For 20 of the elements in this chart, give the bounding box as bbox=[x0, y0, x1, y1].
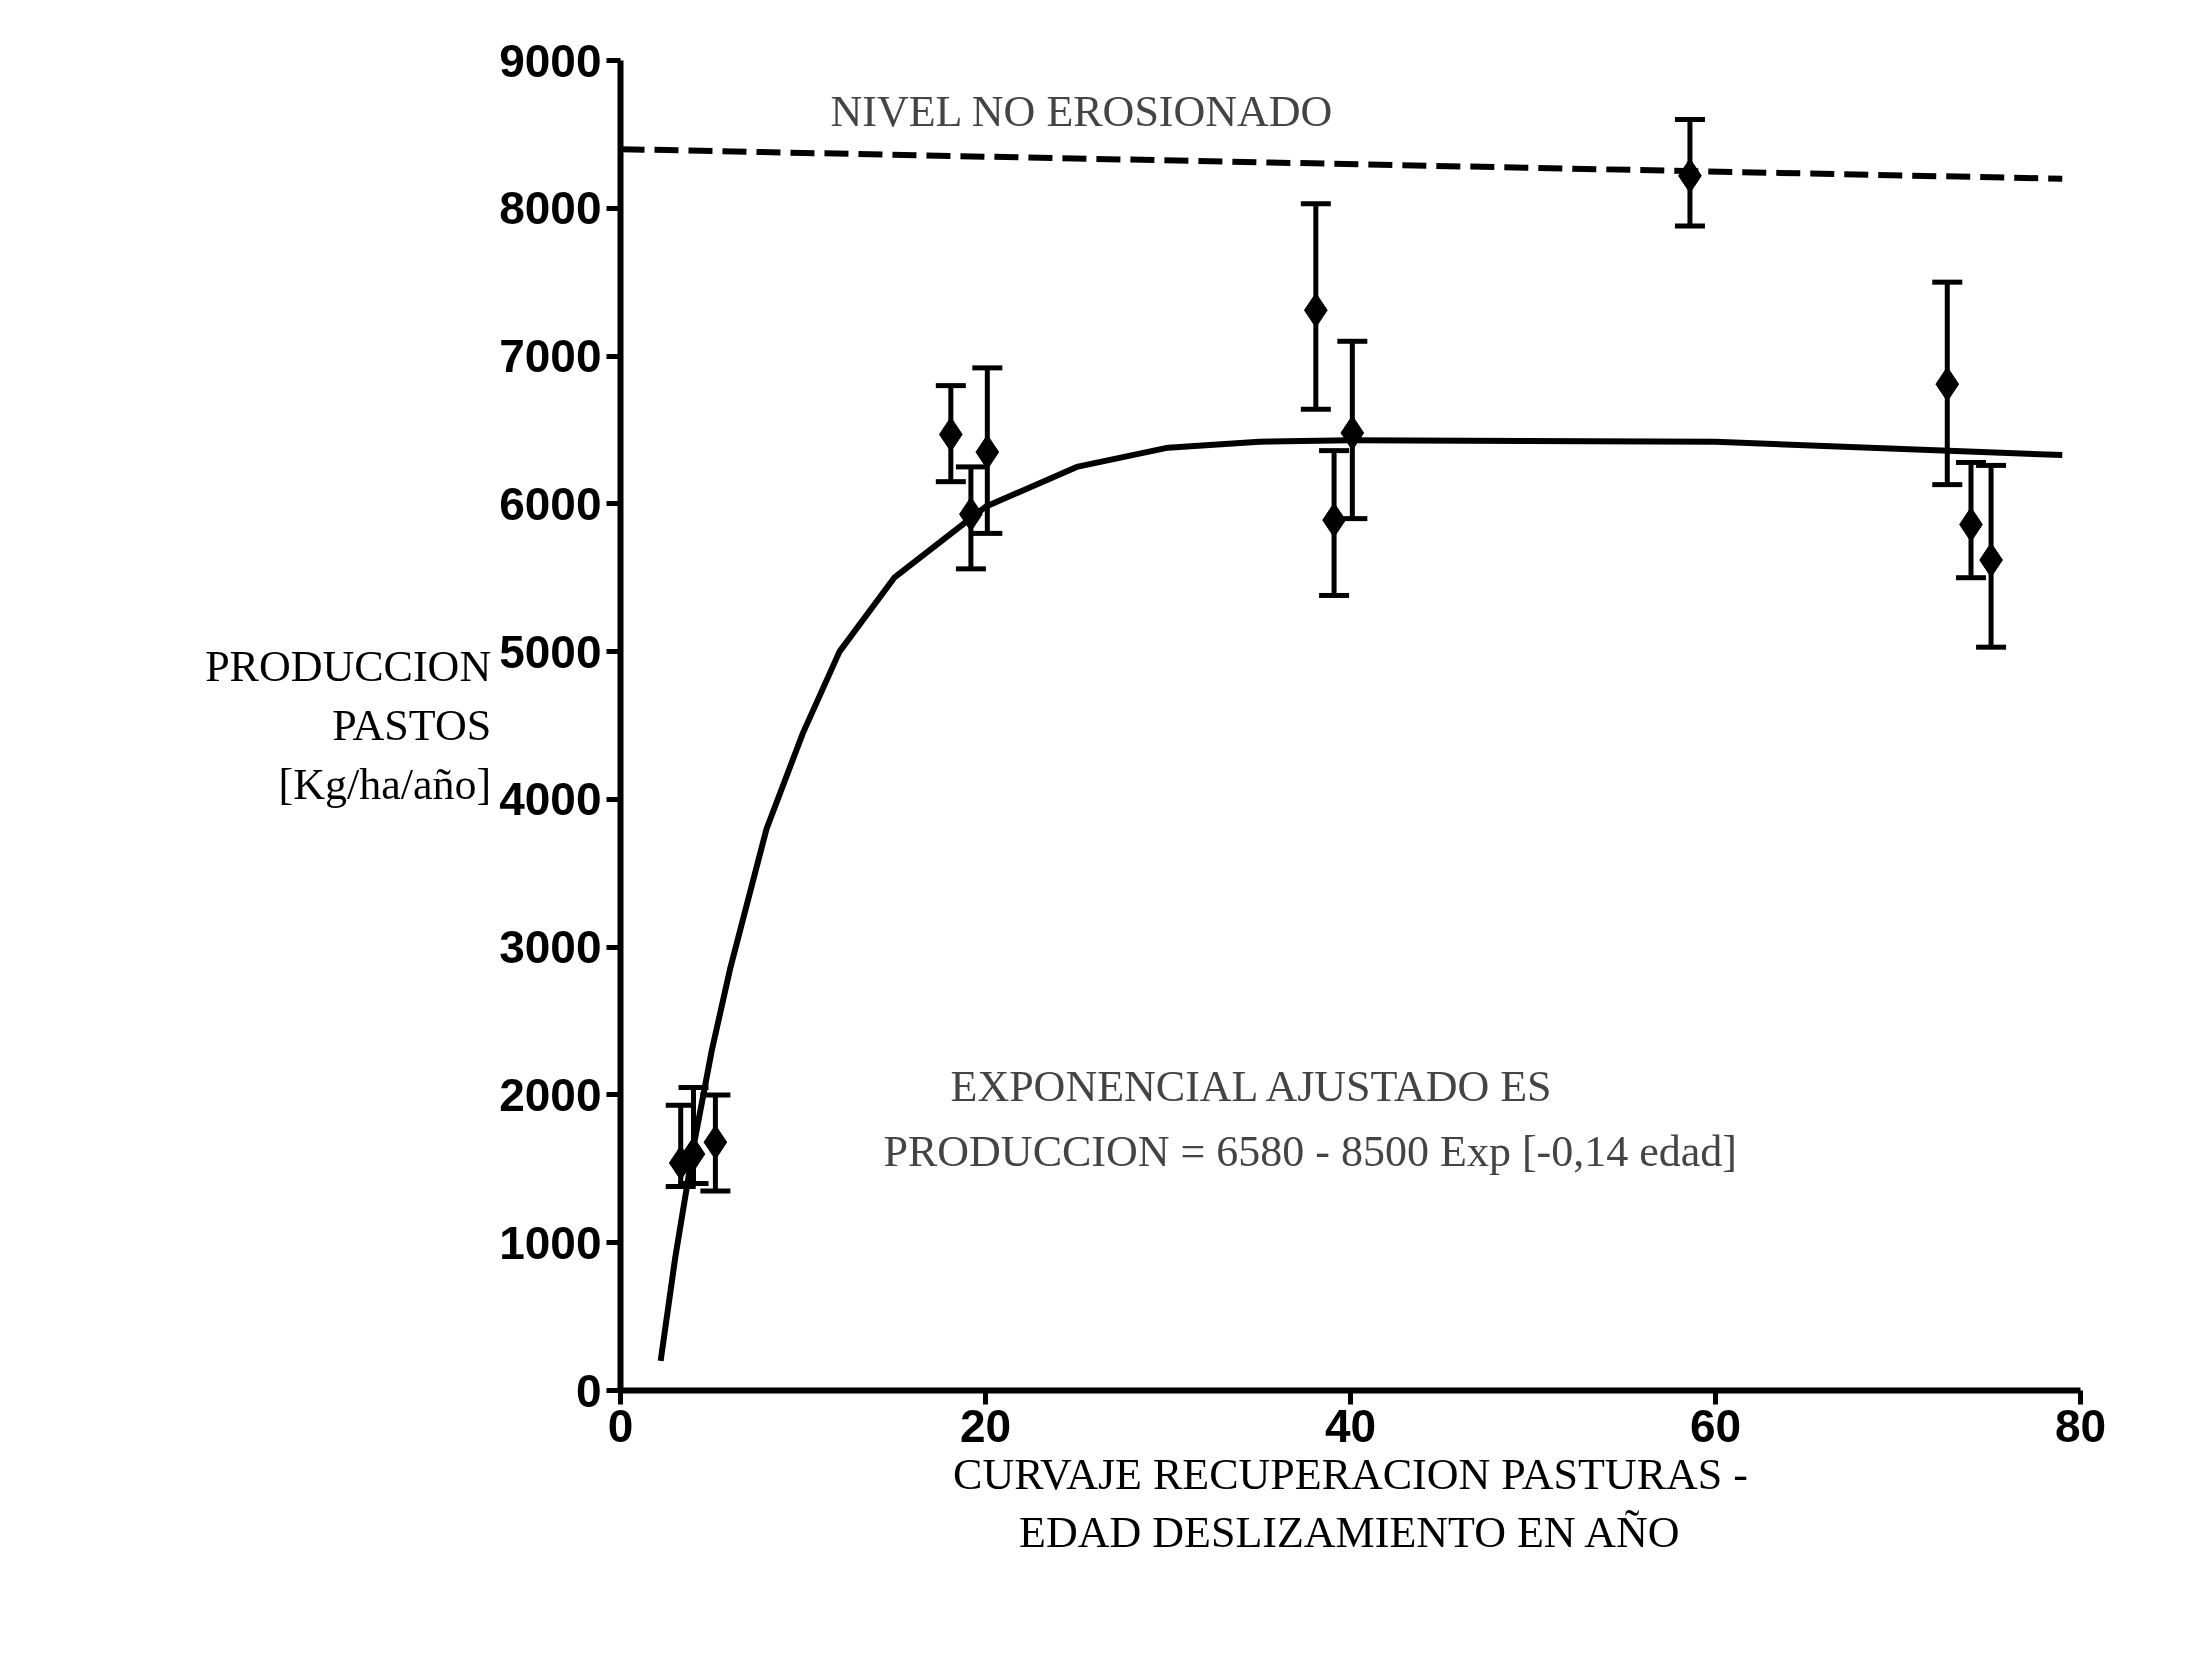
y-tick-label: 7000 bbox=[499, 330, 602, 383]
annotation: PRODUCCION = 6580 - 8500 Exp [-0,14 edad] bbox=[883, 1126, 1737, 1176]
y-tick-label: 6000 bbox=[499, 477, 602, 530]
y-tick-label: 9000 bbox=[499, 34, 602, 87]
y-tick-label: 1000 bbox=[499, 1216, 602, 1269]
x-axis-title: CURVAJE RECUPERACION PASTURAS - EDAD DESLIZAMIENTO EN AÑO bbox=[953, 1449, 1748, 1558]
x-tick-label: 80 bbox=[2054, 1399, 2107, 1452]
y-tick-label: 0 bbox=[575, 1364, 602, 1417]
x-tick-label: 0 bbox=[607, 1399, 634, 1452]
y-axis-title: PRODUCCION PASTOS [Kg/ha/año] bbox=[205, 642, 492, 809]
x-tick-label: 60 bbox=[1689, 1399, 1742, 1452]
y-tick-label: 5000 bbox=[499, 625, 602, 678]
y-tick-label: 3000 bbox=[499, 921, 602, 974]
y-tick-label: 2000 bbox=[499, 1068, 602, 1121]
y-tick-label: 8000 bbox=[499, 182, 602, 235]
x-tick-label: 20 bbox=[959, 1399, 1012, 1452]
annotation: EXPONENCIAL AJUSTADO ES bbox=[950, 1061, 1552, 1111]
x-tick-label: 40 bbox=[1324, 1399, 1377, 1452]
annotation: NIVEL NO EROSIONADO bbox=[830, 86, 1333, 136]
y-tick-label: 4000 bbox=[499, 773, 602, 826]
